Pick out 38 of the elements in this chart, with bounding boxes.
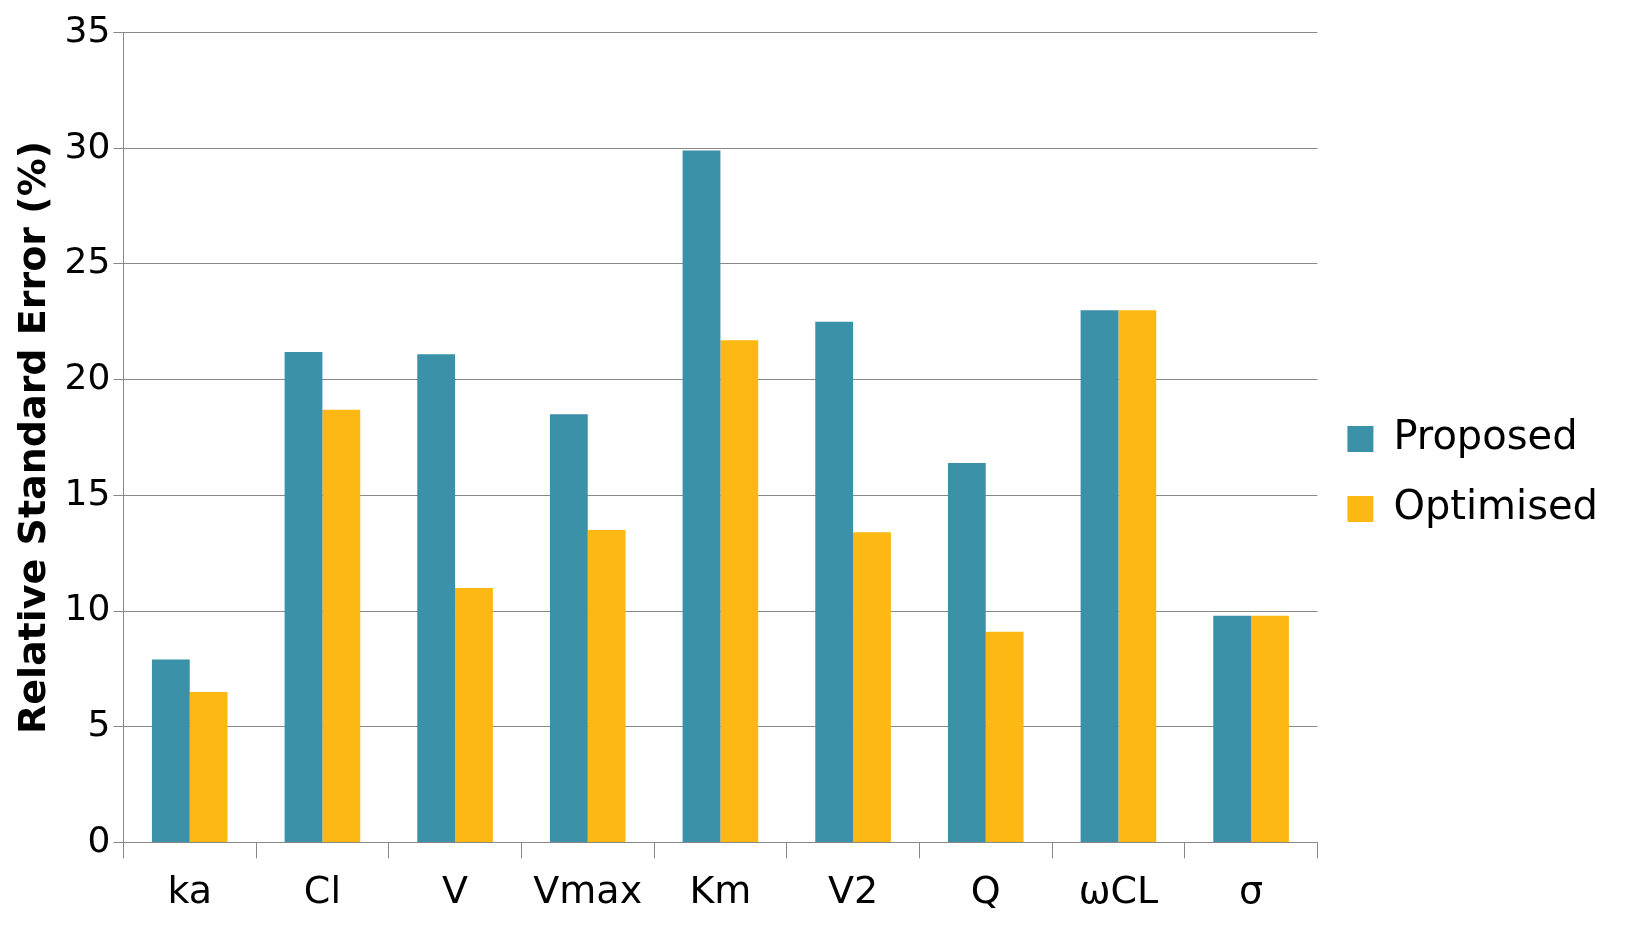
bar (417, 354, 456, 842)
y-tick-label: 15 (64, 471, 111, 513)
bar (189, 692, 228, 842)
bar (455, 587, 493, 842)
x-tick-label: Q (970, 868, 1001, 913)
y-tick-label: 5 (87, 703, 111, 745)
bar (985, 631, 1024, 842)
x-tick-label: Vmax (533, 868, 643, 913)
bar (853, 532, 891, 842)
y-tick-label: 30 (64, 124, 111, 166)
x-tick-label: σ (1239, 868, 1264, 913)
x-tick-label: Cl (303, 868, 341, 913)
bar (720, 340, 759, 842)
bar (151, 659, 190, 842)
x-tick-label: V (442, 868, 469, 913)
bar (587, 530, 626, 842)
bar (322, 409, 361, 842)
x-tick-label: ka (167, 868, 213, 913)
y-tick-label: 20 (64, 356, 111, 398)
y-tick-label: 35 (64, 8, 111, 50)
x-tick-label: Km (689, 868, 752, 913)
bar (1251, 615, 1289, 842)
bar (682, 150, 721, 842)
bar (1080, 310, 1119, 842)
x-tick-label: V2 (827, 868, 879, 913)
bar (1118, 310, 1157, 842)
y-tick-label: 0 (87, 818, 111, 860)
y-tick-label: 25 (64, 240, 111, 282)
bar (284, 351, 323, 842)
bar (815, 321, 854, 842)
legend-label: Optimised (1393, 482, 1598, 529)
bar (549, 414, 588, 842)
x-tick-label: ωCL (1078, 868, 1159, 913)
bar (1213, 615, 1252, 842)
y-tick-label: 10 (64, 587, 111, 629)
legend-label: Proposed (1393, 412, 1578, 459)
y-axis-title: Relative Standard Error (%) (9, 140, 54, 735)
bar (947, 462, 986, 842)
